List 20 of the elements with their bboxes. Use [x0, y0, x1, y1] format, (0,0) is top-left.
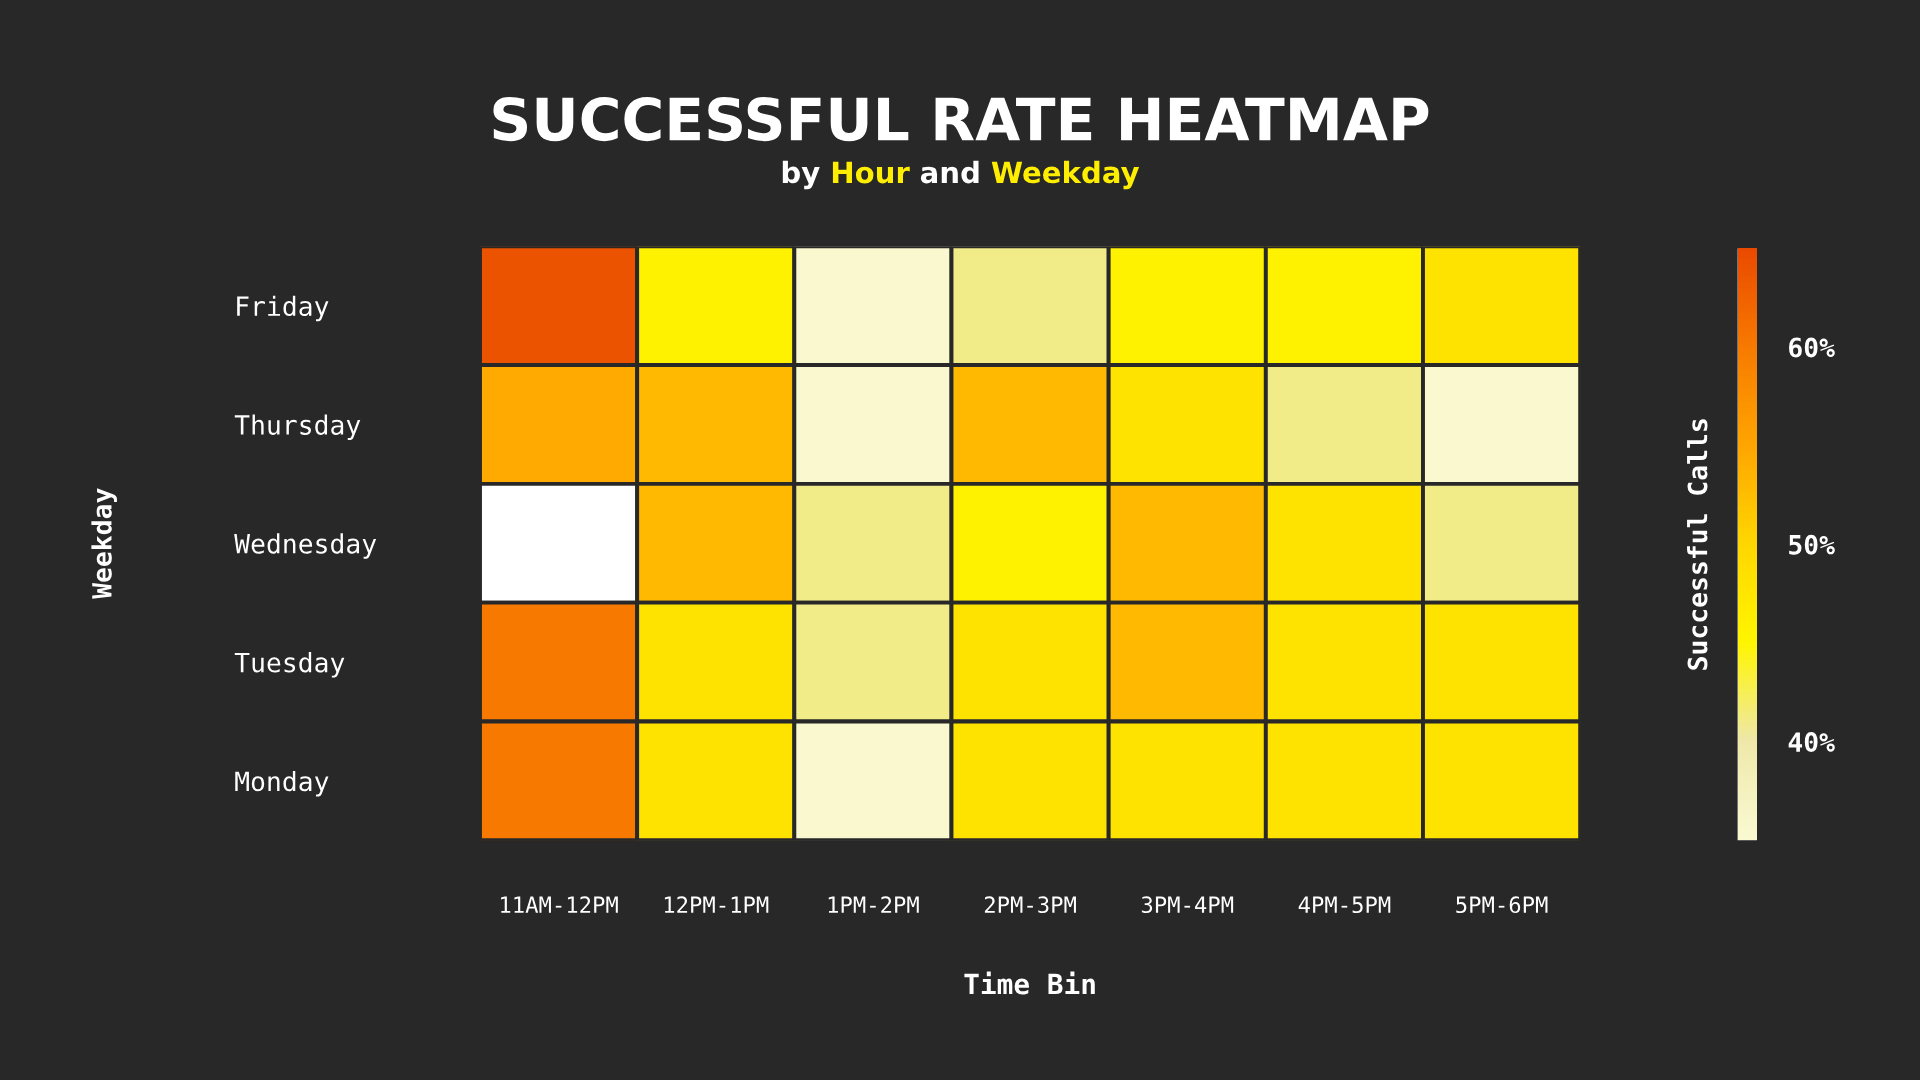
- color-bar-title: Successful Calls: [1687, 419, 1708, 670]
- chart-subtitle: by Hour and Weekday: [782, 160, 1140, 190]
- x-tick-label: 2PM-3PM: [984, 896, 1076, 914]
- x-tick-label: 11AM-12PM: [501, 896, 618, 913]
- y-axis-title: Weekday: [91, 488, 117, 599]
- y-tick-label: Monday: [235, 770, 329, 797]
- x-axis-title: Time Bin: [964, 971, 1095, 995]
- x-tick-label: 1PM-2PM: [828, 896, 919, 913]
- x-tick-label: 5PM-6PM: [1456, 896, 1548, 914]
- chart-title: SUCCESSFUL RATE HEATMAP: [493, 97, 1429, 142]
- color-bar-label: 50%: [1789, 534, 1835, 555]
- x-tick-label: 12PM-1PM: [664, 896, 769, 913]
- color-bar-label: 40%: [1788, 732, 1835, 752]
- y-tick-label: Wednesday: [234, 533, 377, 559]
- color-bar-label: 60%: [1789, 337, 1835, 358]
- y-tick-label: Thursday: [234, 414, 361, 441]
- x-tick-label: 3PM-4PM: [1141, 896, 1234, 914]
- x-tick-label: 4PM-5PM: [1298, 896, 1391, 914]
- y-tick-label: Tuesday: [234, 652, 345, 678]
- y-tick-label: Friday: [237, 295, 329, 322]
